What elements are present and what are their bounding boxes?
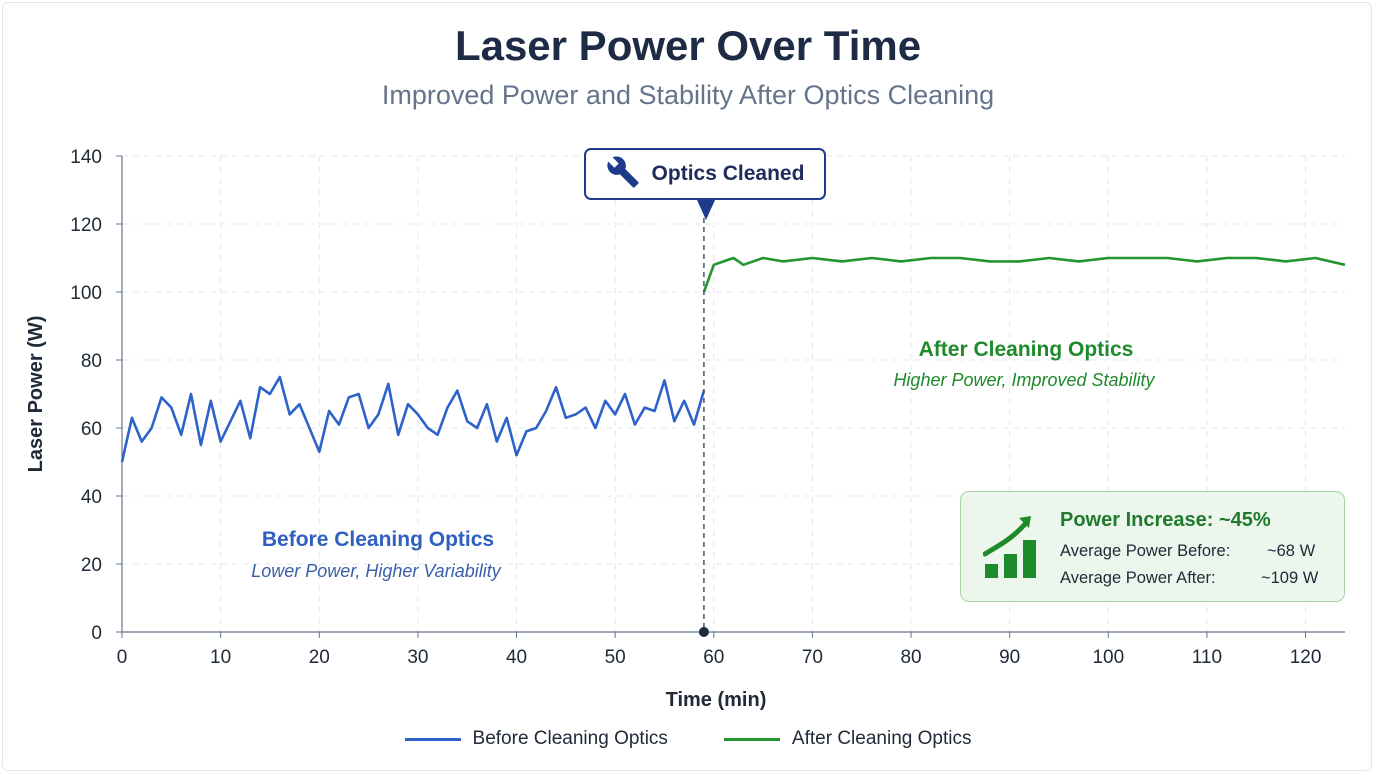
x-tick-label: 30 bbox=[407, 647, 428, 668]
x-tick-label: 10 bbox=[210, 647, 231, 668]
before-region-title: Before Cleaning Optics bbox=[262, 528, 494, 551]
y-tick-label: 0 bbox=[91, 623, 102, 644]
y-tick-label: 100 bbox=[70, 283, 102, 304]
y-tick-label: 120 bbox=[70, 215, 102, 236]
avg-before-value: ~68 W bbox=[1267, 542, 1316, 560]
legend-swatch-after bbox=[723, 737, 780, 741]
after-region-title: After Cleaning Optics bbox=[919, 338, 1134, 361]
power-increase-box: Power Increase: ~45% Average Power Befor… bbox=[960, 491, 1345, 602]
x-tick-label: 50 bbox=[605, 647, 626, 668]
x-tick-label: 60 bbox=[703, 647, 724, 668]
avg-after-value: ~109 W bbox=[1261, 569, 1319, 587]
bar-chart-trend-icon bbox=[982, 514, 1039, 585]
x-tick-label: 0 bbox=[117, 647, 128, 668]
after-region-subtitle: Higher Power, Improved Stability bbox=[893, 370, 1155, 390]
x-tick-label: 40 bbox=[506, 647, 527, 668]
annotation-dot bbox=[698, 627, 709, 637]
x-tick-label: 80 bbox=[900, 647, 921, 668]
x-tick-label: 110 bbox=[1192, 647, 1222, 668]
chart-title: Laser Power Over Time bbox=[454, 22, 922, 69]
optics-cleaned-callout: Optics Cleaned bbox=[584, 148, 826, 200]
power-increase-title: Power Increase: ~45% bbox=[1060, 509, 1271, 531]
legend-item-after: After Cleaning Optics bbox=[723, 728, 972, 750]
chart-subtitle: Improved Power and Stability After Optic… bbox=[381, 80, 995, 110]
y-tick-label: 20 bbox=[81, 555, 102, 576]
x-tick-label: 90 bbox=[999, 647, 1020, 668]
callout-label: Optics Cleaned bbox=[651, 162, 805, 185]
x-axis-label: Time (min) bbox=[666, 689, 767, 711]
wrench-icon bbox=[606, 155, 640, 194]
series-line-before bbox=[120, 375, 706, 463]
legend-label-after: After Cleaning Optics bbox=[791, 728, 972, 749]
series-line-after bbox=[702, 256, 1346, 293]
x-tick-label: 100 bbox=[1092, 647, 1124, 668]
series-lines bbox=[120, 256, 1346, 463]
x-tick-label: 20 bbox=[309, 647, 330, 668]
avg-after-label: Average Power After: bbox=[1060, 569, 1216, 587]
legend: Before Cleaning Optics After Cleaning Op… bbox=[0, 728, 1376, 750]
legend-item-before: Before Cleaning Optics bbox=[404, 728, 668, 750]
y-axis-label: Laser Power (W) bbox=[25, 316, 47, 473]
before-region-subtitle: Lower Power, Higher Variability bbox=[251, 561, 501, 581]
avg-before-label: Average Power Before: bbox=[1060, 542, 1231, 560]
y-tick-label: 60 bbox=[81, 419, 102, 440]
y-tick-label: 80 bbox=[81, 351, 102, 372]
callout-pointer bbox=[697, 200, 715, 220]
legend-label-before: Before Cleaning Optics bbox=[472, 728, 668, 749]
x-tick-label: 70 bbox=[802, 647, 823, 668]
axes bbox=[116, 155, 1345, 638]
x-tick-label: 120 bbox=[1290, 647, 1322, 668]
tick-labels: 0 20 40 60 80 100 120 140 0 10 20 30 40 50 60 70 80 90 100… bbox=[70, 147, 1321, 668]
y-tick-label: 40 bbox=[81, 487, 102, 508]
legend-swatch-before bbox=[404, 737, 461, 741]
y-tick-label: 140 bbox=[70, 147, 102, 168]
